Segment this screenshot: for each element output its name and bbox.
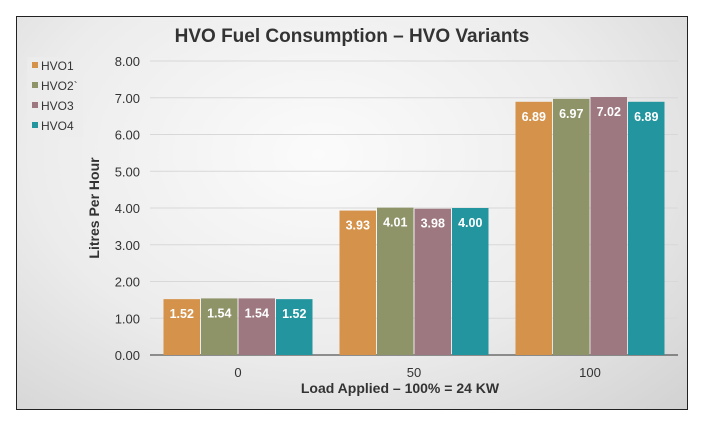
x-axis-label: Load Applied – 100% = 24 KW — [301, 380, 500, 396]
legend-entry: HVO4 — [41, 119, 74, 133]
chart-title: HVO Fuel Consumption – HVO Variants — [175, 26, 530, 47]
bar — [339, 210, 376, 355]
legend-entry: HVO3 — [41, 99, 74, 113]
x-tick-label: 0 — [234, 365, 241, 380]
legend-swatch — [32, 122, 38, 128]
legend-swatch — [32, 82, 38, 88]
legend-entry: HVO2` — [41, 79, 78, 93]
y-tick-label: 5.00 — [115, 164, 140, 179]
data-label: 7.02 — [597, 105, 621, 119]
y-tick-label: 7.00 — [115, 91, 140, 106]
x-tick-label: 100 — [579, 365, 601, 380]
bar — [377, 207, 414, 355]
y-tick-label: 0.00 — [115, 348, 140, 363]
bar — [414, 208, 451, 355]
y-tick-label: 4.00 — [115, 201, 140, 216]
legend-entry: HVO1 — [41, 59, 74, 73]
data-label: 3.98 — [421, 217, 445, 231]
bar — [238, 298, 275, 355]
y-tick-label: 3.00 — [115, 238, 140, 253]
data-label: 1.54 — [245, 306, 269, 320]
data-label: 3.93 — [346, 219, 370, 233]
bar — [276, 299, 313, 355]
data-label: 4.00 — [458, 216, 482, 230]
legend-swatch — [32, 102, 38, 108]
bar — [515, 101, 552, 355]
bar — [628, 101, 665, 355]
bar — [163, 299, 200, 355]
bar — [201, 298, 238, 355]
data-label: 6.89 — [634, 110, 658, 124]
data-label: 1.52 — [282, 307, 306, 321]
data-label: 1.54 — [207, 306, 231, 320]
bar — [590, 97, 627, 355]
y-tick-label: 2.00 — [115, 275, 140, 290]
data-label: 6.97 — [559, 107, 583, 121]
data-label: 6.89 — [522, 110, 546, 124]
y-tick-label: 8.00 — [115, 54, 140, 69]
legend-swatch — [32, 62, 38, 68]
y-axis-label: Litres Per Hour — [86, 157, 102, 259]
y-tick-label: 6.00 — [115, 128, 140, 143]
data-label: 1.52 — [170, 307, 194, 321]
y-tick-label: 1.00 — [115, 311, 140, 326]
bar — [452, 208, 489, 355]
data-label: 4.01 — [383, 216, 407, 230]
bar — [553, 98, 590, 355]
x-tick-label: 50 — [407, 365, 421, 380]
